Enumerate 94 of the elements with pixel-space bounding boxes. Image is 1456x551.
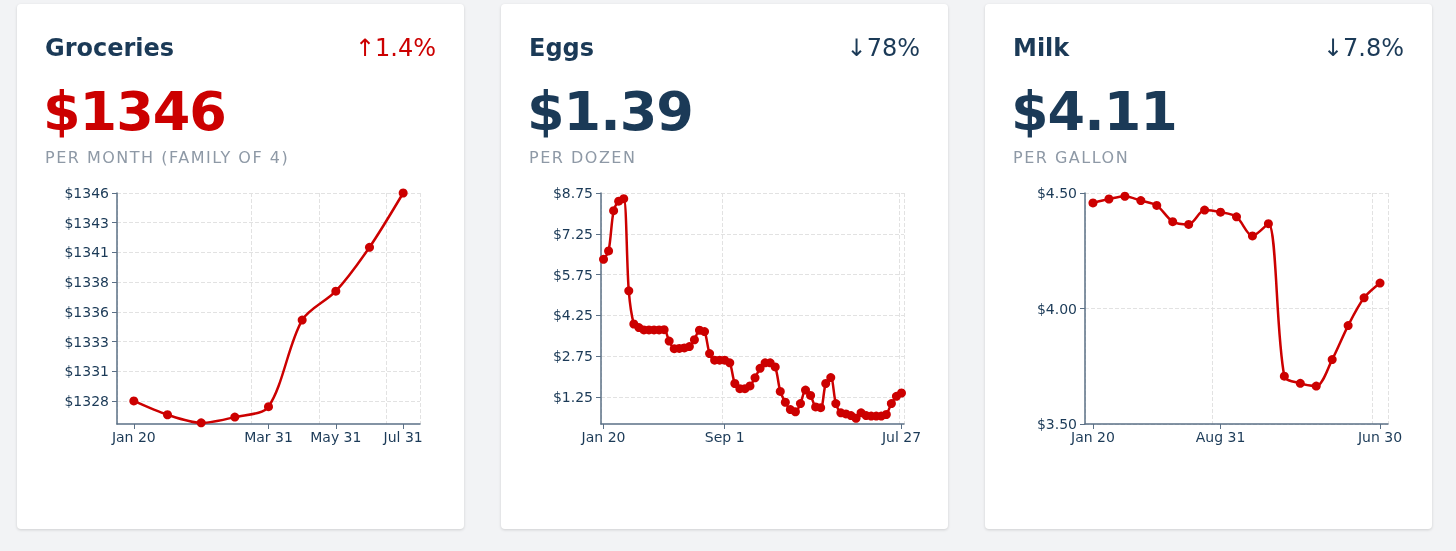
point xyxy=(826,373,836,383)
y-tick-label: $4.50 xyxy=(1036,185,1077,201)
point xyxy=(1088,198,1098,208)
y-tick-label: $1346 xyxy=(64,185,110,201)
point xyxy=(745,381,755,391)
point xyxy=(821,379,831,388)
point xyxy=(1263,219,1273,229)
point xyxy=(831,399,841,409)
y-tick-label: $5.75 xyxy=(552,266,593,283)
y-tick-label: $2.75 xyxy=(552,348,593,365)
x-tick-label: Jul 31 xyxy=(382,429,423,445)
y-tick-label: $1343 xyxy=(64,214,109,231)
point xyxy=(1247,231,1257,241)
point xyxy=(816,403,826,413)
point xyxy=(599,254,609,264)
point xyxy=(163,410,172,420)
point xyxy=(297,315,307,325)
point xyxy=(775,386,785,396)
point xyxy=(1327,355,1337,365)
point xyxy=(196,418,206,428)
point xyxy=(398,188,408,198)
point xyxy=(1184,219,1194,229)
y-tick-label: $1333 xyxy=(64,333,109,350)
point xyxy=(609,206,619,216)
text: $4.11 xyxy=(1011,80,1177,143)
point xyxy=(1232,212,1241,222)
point xyxy=(1200,205,1210,215)
x-tick-label: Aug 31 xyxy=(1195,429,1246,445)
y-tick-label: $4.00 xyxy=(1036,300,1077,317)
point xyxy=(755,363,765,373)
point xyxy=(1311,381,1321,391)
point xyxy=(881,409,891,419)
point xyxy=(1104,194,1114,204)
y-tick-label: $4.25 xyxy=(552,307,593,324)
point xyxy=(896,388,906,398)
chart-subtitle: PER DOZEN xyxy=(529,148,637,167)
point xyxy=(230,412,240,422)
point xyxy=(886,399,896,409)
point xyxy=(730,379,740,388)
text: $1.39 xyxy=(527,80,693,143)
point xyxy=(264,402,273,412)
y-tick-label: $3.50 xyxy=(1036,416,1077,432)
point xyxy=(705,349,715,359)
point xyxy=(750,373,760,383)
point xyxy=(795,399,805,409)
point xyxy=(806,390,816,400)
x-tick-label: Jan 20 xyxy=(110,429,156,445)
point xyxy=(700,327,710,337)
point xyxy=(684,342,694,352)
point xyxy=(619,194,629,204)
chart-subtitle: PER GALLON xyxy=(1013,148,1130,167)
point xyxy=(1120,191,1130,201)
point xyxy=(1279,371,1289,381)
y-tick-label: $7.25 xyxy=(552,225,593,242)
y-tick-label: $1338 xyxy=(64,274,109,291)
point xyxy=(604,246,614,256)
point xyxy=(624,286,634,296)
x-tick-label: Jun 30 xyxy=(1356,429,1403,445)
chart-subtitle: PER MONTH (FAMILY OF 4) xyxy=(45,148,290,167)
text: ↓78% xyxy=(846,34,920,62)
point xyxy=(1295,378,1305,388)
chart-title: Eggs xyxy=(529,34,595,62)
point xyxy=(780,397,790,407)
y-tick-label: $1331 xyxy=(64,363,109,380)
point xyxy=(1359,293,1369,303)
point xyxy=(1136,196,1146,206)
y-tick-label: $8.75 xyxy=(552,185,593,201)
point xyxy=(365,242,374,252)
point xyxy=(689,335,699,345)
point xyxy=(129,396,139,406)
point xyxy=(770,362,780,372)
y-tick-label: $1336 xyxy=(64,303,110,320)
x-tick-label: Sep 1 xyxy=(704,429,745,445)
point xyxy=(331,286,341,296)
text: ↓7.8% xyxy=(1322,34,1404,62)
x-tick-label: Mar 31 xyxy=(244,429,293,445)
point xyxy=(1168,217,1178,227)
point xyxy=(1216,207,1226,217)
y-tick-label: $1341 xyxy=(64,244,109,261)
point xyxy=(725,358,735,368)
x-tick-label: May 31 xyxy=(310,429,362,445)
chart-title: Groceries xyxy=(45,34,175,62)
point xyxy=(790,407,800,417)
x-tick-label: Jan 20 xyxy=(1070,429,1115,445)
point xyxy=(1152,200,1162,210)
point xyxy=(1343,321,1353,331)
y-tick-label: $1328 xyxy=(64,392,109,409)
y-tick-label: $1.25 xyxy=(552,388,593,405)
text: ↑1.4% xyxy=(354,34,436,62)
point xyxy=(1375,278,1385,288)
x-tick-label: Jul 27 xyxy=(880,429,922,445)
point xyxy=(664,336,674,346)
chart-title: Milk xyxy=(1013,34,1070,62)
x-tick-label: Jan 20 xyxy=(580,429,626,445)
